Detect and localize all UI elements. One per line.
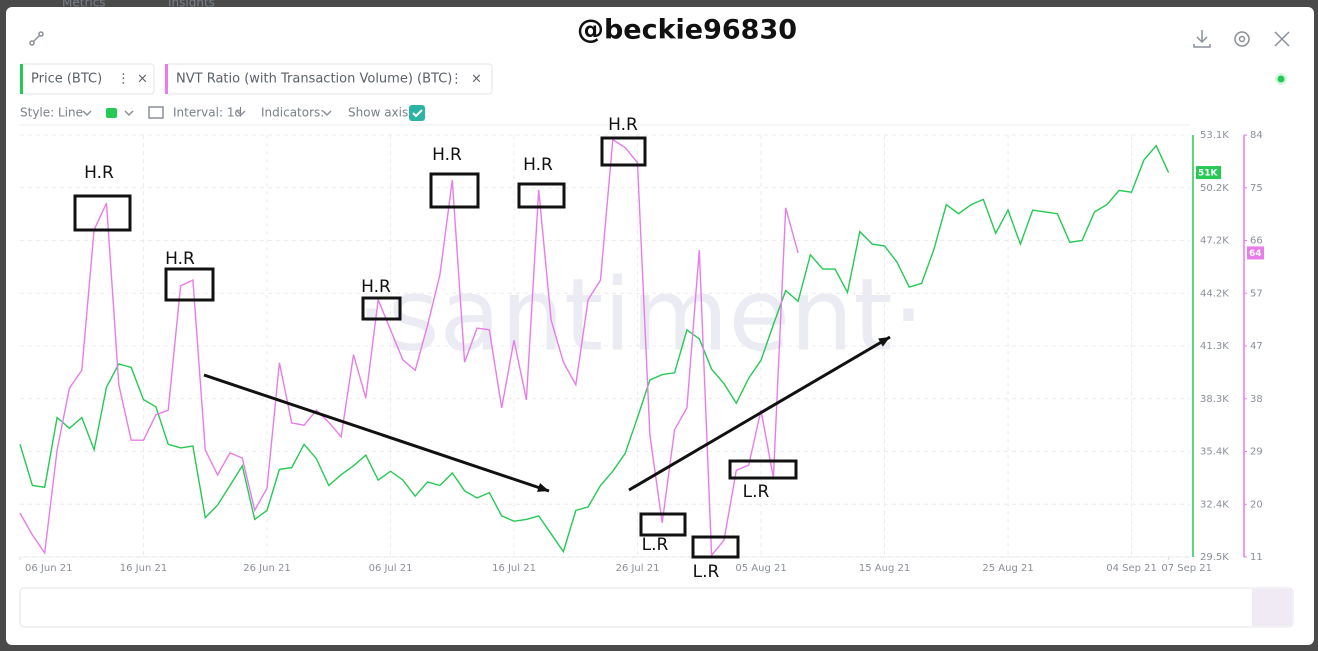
color-select[interactable]: [106, 108, 117, 118]
value-badge: [1247, 246, 1264, 260]
annotation-box: [728, 459, 798, 480]
navigator-window[interactable]: [1252, 589, 1292, 626]
annotation-label: H.R: [608, 115, 638, 135]
chevron: [236, 110, 246, 117]
download-icon[interactable]: [1193, 30, 1211, 48]
legend-chip[interactable]: NVT Ratio (with Transaction Volume) (BTC…: [164, 63, 493, 95]
legend-label: NVT Ratio (with Transaction Volume) (BTC…: [176, 72, 452, 87]
legend-label: Price (BTC): [31, 72, 102, 87]
interval-select[interactable]: Interval: 1d: [173, 106, 242, 120]
chevron: [82, 110, 92, 117]
plot: 29.5K 32.4K 35.4K 38.3K 41.3K 44.2K 47.2K 50.2K…: [19, 115, 1264, 582]
show-axis[interactable]: Show axis: [348, 106, 408, 120]
share-icon[interactable]: [29, 31, 44, 46]
annotation-box: [73, 194, 132, 232]
dialog: [6, 7, 1314, 645]
y-tick-label: 53.1K: [1200, 130, 1229, 141]
y-tick-label: 47.2K: [1200, 236, 1229, 247]
settings-icon[interactable]: [1234, 31, 1250, 47]
chevron: [124, 110, 134, 117]
annotation-box: [600, 136, 647, 167]
y2-tick-label: 20: [1250, 499, 1263, 510]
annotation-box: [691, 535, 740, 559]
series-line: [19, 144, 1170, 554]
watermark: ·santiment·: [356, 256, 925, 373]
close-icon[interactable]: [1274, 31, 1290, 47]
menu[interactable]: ⋮: [450, 72, 463, 87]
x-tick-label: 16 Jun 21: [120, 563, 167, 574]
x-tick-label: 26 Jun 21: [243, 563, 290, 574]
y2-tick-label: 29: [1250, 447, 1263, 458]
annotation-arrow: [203, 373, 550, 493]
x-tick-label: 06 Jun 21: [25, 563, 72, 574]
x-tick-label: 16 Jul 21: [492, 563, 536, 574]
menu[interactable]: ⋮: [117, 72, 130, 87]
title: @beckie96830: [577, 15, 797, 46]
value-badge-label: 64: [1249, 249, 1262, 259]
annotation-box: [517, 182, 566, 209]
y2-tick-label: 66: [1250, 236, 1263, 247]
annotation-label: L.R: [642, 535, 669, 555]
y-tick-label: 35.4K: [1200, 447, 1229, 458]
y2-tick-label: 75: [1250, 183, 1263, 194]
calendar-icon: [148, 106, 164, 119]
value-badge-label: 51K: [1198, 169, 1219, 179]
x-tick-label: 05 Aug 21: [735, 563, 786, 574]
x-tick-label: 15 Aug 21: [859, 563, 910, 574]
x-tick-label: 26 Jul 21: [616, 563, 660, 574]
annotation-label: H.R: [432, 145, 462, 165]
remove[interactable]: ×: [471, 72, 482, 87]
arrow-head: [878, 337, 890, 347]
style-select[interactable]: Style: Line: [20, 106, 83, 120]
y-tick-label: 29.5K: [1200, 552, 1229, 563]
y2-tick-label: 57: [1250, 288, 1263, 299]
y2-tick-label: 84: [1250, 130, 1263, 141]
y-tick-label: 32.4K: [1200, 499, 1229, 510]
backdrop-bottom: [0, 645, 1318, 651]
y-tick-label: 50.2K: [1200, 183, 1229, 194]
navigator[interactable]: [19, 587, 1294, 628]
x-tick-label: 04 Sep 21: [1106, 563, 1157, 574]
annotation-label: H.R: [165, 249, 195, 269]
y2-tick-label: 38: [1250, 394, 1263, 405]
annotation-box: [164, 267, 215, 302]
annotation-label: L.R: [693, 562, 720, 582]
y-tick-label: 38.3K: [1200, 394, 1229, 405]
status-dot: [1277, 75, 1285, 83]
annotation-label: H.R: [84, 163, 114, 183]
check: [412, 109, 423, 118]
annotation-box: [361, 296, 402, 321]
tab[interactable]: Insights: [168, 0, 215, 10]
tab[interactable]: Metrics: [62, 0, 106, 10]
annotation-box: [639, 512, 687, 537]
y-tick-label: 44.2K: [1200, 288, 1229, 299]
remove[interactable]: ×: [137, 72, 148, 87]
chevron: [322, 110, 332, 117]
annotation-label: L.R: [743, 482, 770, 502]
y2-tick-label: 11: [1250, 552, 1263, 563]
annotation-label: H.R: [361, 277, 391, 297]
y2-tick-label: 47: [1250, 341, 1263, 352]
annotation-label: H.R: [523, 155, 553, 175]
y-tick-label: 41.3K: [1200, 341, 1229, 352]
legend-chip[interactable]: Price (BTC) ⋮ ×: [19, 63, 155, 95]
x-tick-label: 25 Aug 21: [982, 563, 1033, 574]
value-badge: [1196, 166, 1221, 180]
checkbox[interactable]: [409, 105, 425, 121]
series-line: [19, 138, 799, 558]
arrow-head: [537, 483, 549, 492]
x-tick-label: 06 Jul 21: [369, 563, 413, 574]
indicators-select[interactable]: Indicators:: [261, 106, 324, 120]
annotation-box: [429, 172, 480, 209]
x-tick-label: 07 Sep 21: [1161, 563, 1212, 574]
annotation-arrow: [628, 335, 891, 492]
